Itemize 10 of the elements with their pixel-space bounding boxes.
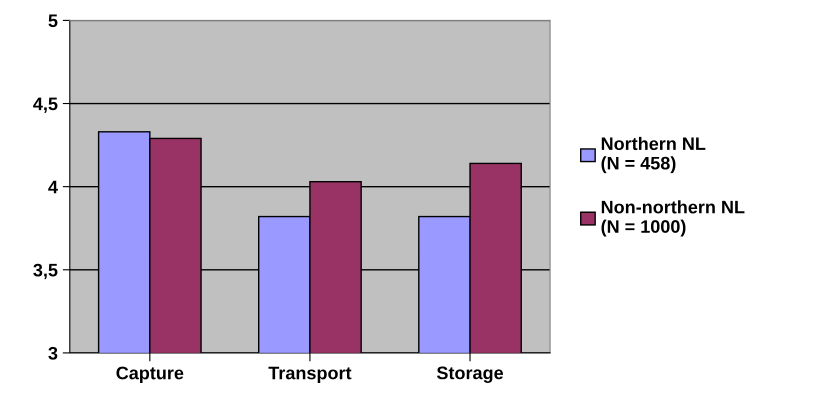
x-tick-label: Transport <box>268 366 352 383</box>
y-tick-label: 4 <box>48 180 58 194</box>
y-tick-label: 4,5 <box>33 98 58 113</box>
legend-label: Northern NL (N = 458) <box>601 136 706 174</box>
x-tick-label: Storage <box>436 366 504 383</box>
x-tick-label: Capture <box>116 366 184 383</box>
legend-label: Non-northern NL (N = 1000) <box>601 200 744 236</box>
y-tick-label: 3 <box>48 346 58 360</box>
y-tick-label: 3,5 <box>33 264 58 280</box>
y-tick-label: 5 <box>48 14 58 28</box>
